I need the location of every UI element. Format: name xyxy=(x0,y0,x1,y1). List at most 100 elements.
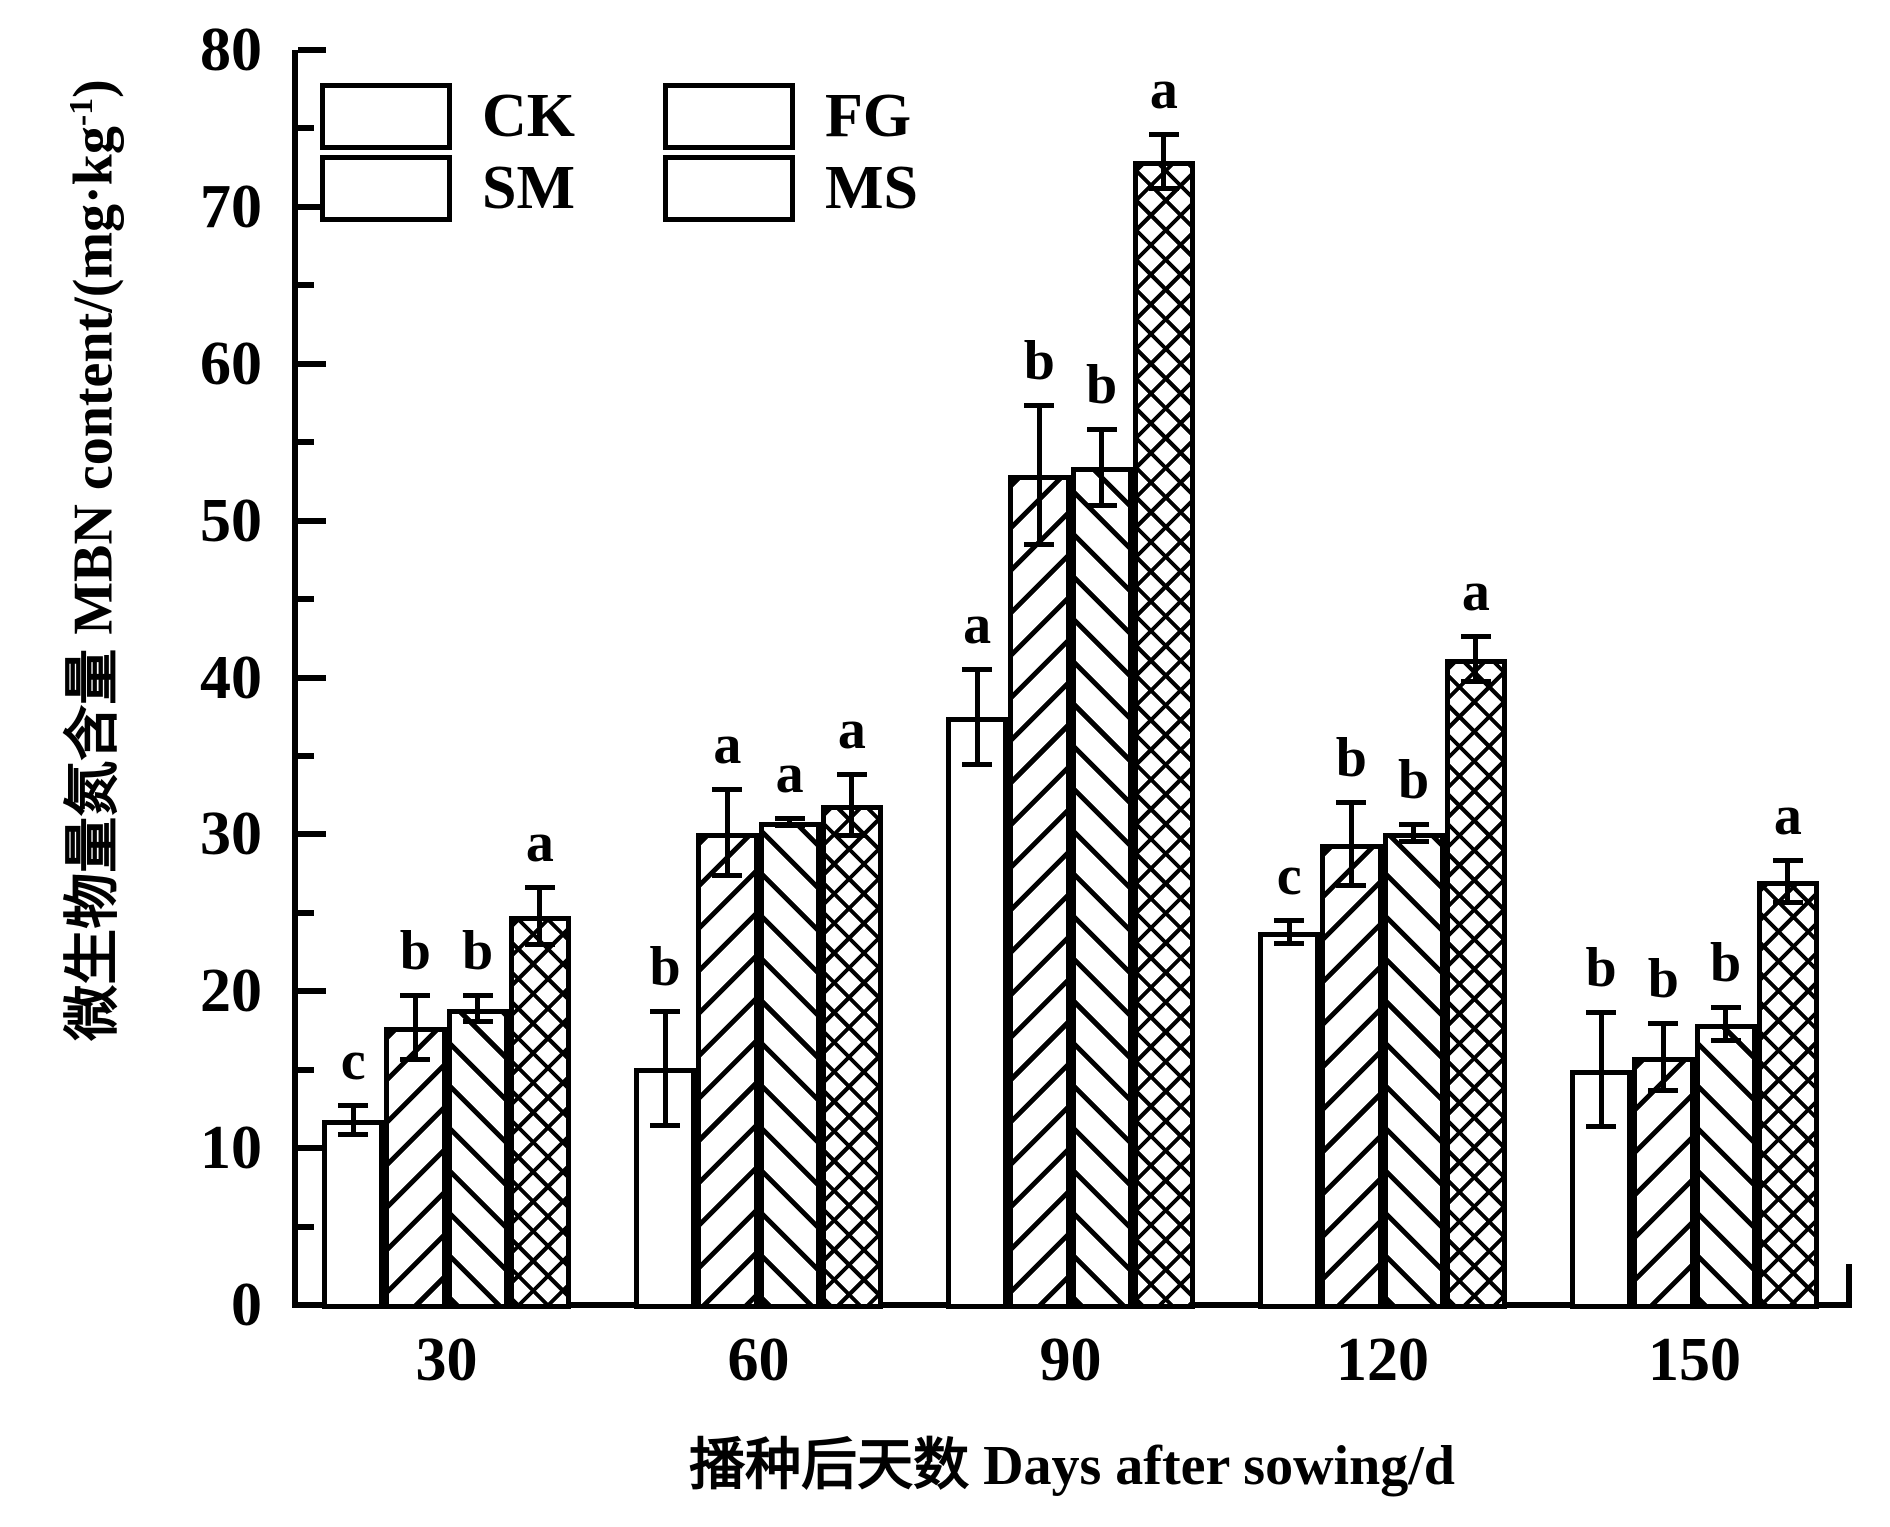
y-major-tick xyxy=(298,203,326,210)
error-cap-bottom xyxy=(836,832,867,838)
legend-label-SM: SM xyxy=(482,154,575,222)
error-cap-top xyxy=(524,884,555,890)
error-cap-top xyxy=(836,771,867,777)
significance-letter-MS-90: a xyxy=(1149,58,1178,121)
bar-MS-120 xyxy=(1444,658,1507,1309)
bar-CK-60 xyxy=(634,1068,697,1309)
error-bar-CK-150 xyxy=(1598,1010,1604,1130)
y-minor-tick xyxy=(298,282,314,289)
y-tick-label: 10 xyxy=(200,1114,262,1183)
y-tick-label: 0 xyxy=(231,1271,262,1339)
bar-CK-90 xyxy=(946,716,1009,1309)
error-cap-top xyxy=(650,1008,681,1014)
error-cap-top xyxy=(962,666,993,672)
y-minor-tick xyxy=(298,1223,314,1230)
error-bar-MS-90 xyxy=(1161,131,1167,192)
error-cap-bottom xyxy=(1398,838,1429,844)
error-cap-top xyxy=(1648,1021,1679,1027)
significance-letter-SM-120: b xyxy=(1398,748,1430,811)
y-major-tick xyxy=(298,47,326,53)
y-major-tick xyxy=(298,674,326,681)
legend-swatch-FG xyxy=(663,83,795,150)
error-cap-bottom xyxy=(400,1056,431,1062)
error-bar-CK-90 xyxy=(974,666,980,767)
legend: CK FG SM MS xyxy=(320,83,1080,228)
significance-letter-MS-60: a xyxy=(837,698,866,761)
x-tick-label: 150 xyxy=(1648,1326,1741,1394)
error-cap-bottom xyxy=(1024,542,1055,548)
error-bar-CK-30 xyxy=(350,1102,356,1138)
bar-FG-120 xyxy=(1320,843,1383,1309)
y-major-tick xyxy=(298,517,326,524)
y-tick-label: 70 xyxy=(200,172,262,241)
x-tick-label: 30 xyxy=(415,1326,478,1394)
error-cap-bottom xyxy=(962,761,993,767)
legend-label-CK: CK xyxy=(482,82,575,150)
error-cap-top xyxy=(1398,821,1429,827)
bar-SM-90 xyxy=(1070,467,1133,1309)
error-cap-top xyxy=(1586,1010,1617,1016)
significance-letter-SM-150: b xyxy=(1710,932,1742,995)
x-tick-label: 90 xyxy=(1039,1326,1102,1394)
error-bar-SM-60 xyxy=(787,815,793,829)
error-cap-top xyxy=(400,992,431,998)
error-cap-top xyxy=(774,815,805,821)
bar-SM-120 xyxy=(1382,832,1445,1309)
error-cap-top xyxy=(462,992,493,998)
error-bar-SM-120 xyxy=(1411,821,1417,844)
y-major-tick xyxy=(298,1302,326,1308)
significance-letter-FG-30: b xyxy=(399,919,431,982)
error-cap-bottom xyxy=(1460,678,1491,684)
error-cap-top xyxy=(1148,131,1179,137)
error-cap-top xyxy=(1772,857,1803,863)
significance-letter-SM-30: b xyxy=(462,919,494,982)
bar-MS-90 xyxy=(1132,161,1195,1309)
error-cap-top xyxy=(1336,799,1367,805)
y-axis-title: 微生物量氮含量 MBN content/(mg·kg-1) xyxy=(48,79,129,1041)
error-cap-top xyxy=(1086,426,1117,432)
y-axis-title-superscript: -1 xyxy=(62,97,100,127)
significance-letter-FG-60: a xyxy=(713,714,742,777)
x-tick-label: 60 xyxy=(727,1326,790,1394)
error-cap-top xyxy=(1024,402,1055,408)
error-bar-MS-150 xyxy=(1785,857,1791,905)
error-cap-bottom xyxy=(1148,186,1179,192)
y-axis-spine xyxy=(292,50,298,1308)
legend-swatch-MS xyxy=(663,155,795,222)
y-tick-label: 30 xyxy=(200,800,262,869)
legend-label-MS: MS xyxy=(825,154,918,222)
error-cap-bottom xyxy=(1772,899,1803,905)
error-bar-SM-150 xyxy=(1723,1005,1729,1043)
y-minor-tick xyxy=(298,439,314,446)
bar-FG-150 xyxy=(1632,1057,1695,1309)
error-cap-top xyxy=(1460,633,1491,639)
error-bar-CK-120 xyxy=(1286,917,1292,946)
error-bar-FG-30 xyxy=(412,992,418,1062)
bar-MS-60 xyxy=(820,804,883,1309)
bar-CK-120 xyxy=(1258,931,1321,1309)
error-bar-FG-90 xyxy=(1036,402,1042,548)
y-major-tick xyxy=(298,831,326,838)
bar-SM-60 xyxy=(758,821,821,1309)
bar-SM-30 xyxy=(446,1008,509,1309)
legend-swatch-SM xyxy=(320,155,452,222)
error-bar-MS-120 xyxy=(1473,633,1479,684)
error-cap-bottom xyxy=(338,1132,369,1138)
bar-FG-60 xyxy=(696,832,759,1309)
x-tick-label: 120 xyxy=(1336,1326,1429,1394)
significance-letter-SM-90: b xyxy=(1086,353,1118,416)
error-bar-MS-30 xyxy=(537,884,543,948)
significance-letter-CK-120: c xyxy=(1276,844,1302,907)
y-tick-label: 40 xyxy=(200,643,262,712)
error-bar-MS-60 xyxy=(849,771,855,838)
y-major-tick xyxy=(298,360,326,367)
error-cap-bottom xyxy=(650,1122,681,1128)
significance-letter-CK-90: a xyxy=(963,593,992,656)
x-axis-title: 播种后天数 Days after sowing/d xyxy=(689,1435,1455,1497)
y-minor-tick xyxy=(298,1066,314,1073)
y-major-tick xyxy=(298,988,326,995)
bar-FG-30 xyxy=(384,1027,447,1309)
error-cap-bottom xyxy=(1274,940,1305,946)
significance-letter-CK-150: b xyxy=(1585,937,1617,1000)
error-cap-bottom xyxy=(1648,1088,1679,1094)
